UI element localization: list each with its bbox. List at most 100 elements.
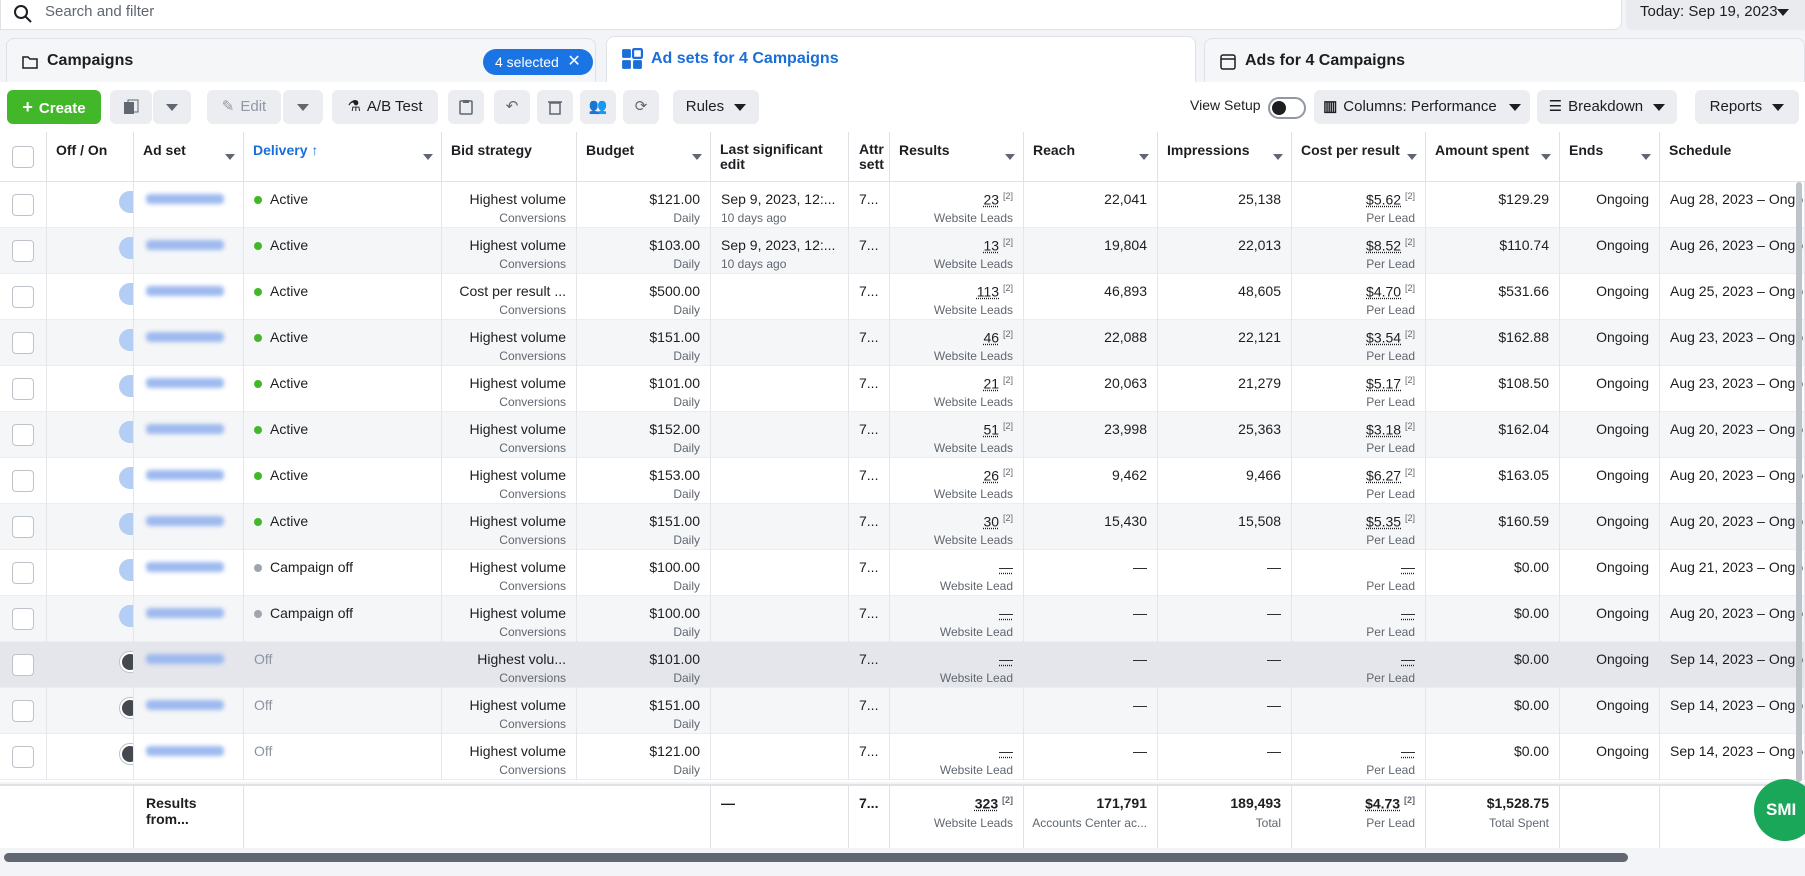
audience-button[interactable]: 👥 bbox=[580, 90, 616, 124]
adset-name-redacted[interactable] bbox=[146, 194, 224, 204]
cpr-value[interactable]: $4.70 bbox=[1366, 284, 1401, 300]
rules-button[interactable]: Rules bbox=[673, 90, 759, 124]
row-checkbox[interactable] bbox=[12, 654, 34, 676]
adset-name-redacted[interactable] bbox=[146, 608, 224, 618]
horizontal-scrollbar[interactable] bbox=[0, 848, 1805, 876]
cpr-value[interactable]: $3.54 bbox=[1366, 330, 1401, 346]
preview-button[interactable]: ⟳ bbox=[623, 90, 659, 124]
adset-name-redacted[interactable] bbox=[146, 654, 224, 664]
cpr-value[interactable]: $3.18 bbox=[1366, 422, 1401, 438]
status-toggle[interactable] bbox=[119, 605, 134, 627]
col-attr[interactable]: Attr sett bbox=[849, 132, 890, 182]
row-checkbox[interactable] bbox=[12, 240, 34, 262]
table-row[interactable]: Active Highest volume Conversions $151.00 Da… bbox=[0, 504, 1805, 550]
reports-button[interactable]: Reports bbox=[1695, 90, 1799, 124]
col-adset[interactable]: Ad set bbox=[134, 132, 244, 182]
col-schedule[interactable]: Schedule bbox=[1660, 132, 1805, 182]
adset-name-redacted[interactable] bbox=[146, 470, 224, 480]
adset-name-redacted[interactable] bbox=[146, 240, 224, 250]
results-value[interactable]: — bbox=[999, 605, 1013, 621]
vertical-scrollbar[interactable] bbox=[1796, 182, 1802, 782]
col-cpr[interactable]: Cost per result bbox=[1292, 132, 1426, 182]
status-toggle[interactable] bbox=[119, 467, 134, 489]
col-offon[interactable]: Off / On bbox=[47, 132, 134, 182]
tab-adsets[interactable]: Ad sets for 4 Campaigns bbox=[606, 36, 1196, 82]
table-row[interactable]: Active Highest volume Conversions $101.00 Da… bbox=[0, 366, 1805, 412]
search-bar[interactable]: Search and filter bbox=[0, 0, 1622, 30]
cpr-value[interactable]: $5.62 bbox=[1366, 192, 1401, 208]
tab-ads[interactable]: Ads for 4 Campaigns bbox=[1204, 38, 1805, 82]
adset-name-redacted[interactable] bbox=[146, 378, 224, 388]
results-value[interactable]: 13 bbox=[984, 238, 1000, 254]
table-row[interactable]: Campaign off Highest volume Conversions $10… bbox=[0, 550, 1805, 596]
delete-button[interactable] bbox=[537, 90, 573, 124]
cpr-value[interactable]: $5.35 bbox=[1366, 514, 1401, 530]
ab-test-button[interactable]: ⚗ A/B Test bbox=[332, 90, 438, 124]
create-button[interactable]: + Create bbox=[7, 90, 101, 124]
clipboard-button[interactable] bbox=[448, 90, 484, 124]
undo-button[interactable]: ↶ bbox=[494, 90, 530, 124]
row-checkbox[interactable] bbox=[12, 332, 34, 354]
results-value[interactable]: 21 bbox=[984, 376, 1000, 392]
status-toggle[interactable] bbox=[119, 237, 134, 259]
status-toggle[interactable] bbox=[119, 513, 134, 535]
col-bid[interactable]: Bid strategy bbox=[442, 132, 577, 182]
results-value[interactable]: — bbox=[999, 743, 1013, 759]
close-icon[interactable]: ✕ bbox=[567, 49, 580, 75]
table-row[interactable]: Off Highest volume Conversions $151.00 Daily… bbox=[0, 688, 1805, 734]
cpr-value[interactable]: $6.27 bbox=[1366, 468, 1401, 484]
col-spent[interactable]: Amount spent bbox=[1426, 132, 1560, 182]
edit-button[interactable]: ✎ Edit bbox=[207, 90, 281, 124]
status-toggle[interactable] bbox=[119, 697, 134, 719]
status-toggle[interactable] bbox=[119, 559, 134, 581]
results-value[interactable]: — bbox=[999, 651, 1013, 667]
results-value[interactable]: — bbox=[999, 559, 1013, 575]
table-row[interactable]: Active Highest volume Conversions $153.00 Da… bbox=[0, 458, 1805, 504]
cpr-value[interactable]: — bbox=[1401, 743, 1415, 759]
table-row[interactable]: Active Highest volume Conversions $103.00 Da… bbox=[0, 228, 1805, 274]
results-value[interactable]: 23 bbox=[984, 192, 1000, 208]
status-toggle[interactable] bbox=[119, 283, 134, 305]
row-checkbox[interactable] bbox=[12, 562, 34, 584]
results-value[interactable]: 46 bbox=[984, 330, 1000, 346]
table-row[interactable]: Campaign off Highest volume Conversions $10… bbox=[0, 596, 1805, 642]
status-toggle[interactable] bbox=[119, 191, 134, 213]
status-toggle[interactable] bbox=[119, 329, 134, 351]
adset-name-redacted[interactable] bbox=[146, 562, 224, 572]
status-toggle[interactable] bbox=[119, 375, 134, 397]
select-all-checkbox[interactable] bbox=[12, 146, 34, 168]
cpr-value[interactable]: — bbox=[1401, 559, 1415, 575]
table-row[interactable]: Off Highest volu... Conversions $101.00 Dail… bbox=[0, 642, 1805, 688]
col-results[interactable]: Results bbox=[890, 132, 1024, 182]
row-checkbox[interactable] bbox=[12, 378, 34, 400]
results-value[interactable]: 51 bbox=[984, 422, 1000, 438]
status-toggle[interactable] bbox=[119, 421, 134, 443]
col-lastedit[interactable]: Last significant edit bbox=[711, 132, 849, 182]
status-toggle[interactable] bbox=[119, 743, 134, 765]
adset-name-redacted[interactable] bbox=[146, 424, 224, 434]
duplicate-button[interactable] bbox=[110, 90, 152, 124]
cpr-value[interactable]: $8.52 bbox=[1366, 238, 1401, 254]
adset-name-redacted[interactable] bbox=[146, 286, 224, 296]
col-delivery[interactable]: Delivery ↑ bbox=[244, 132, 442, 182]
table-row[interactable]: Active Cost per result ... Conversions $500… bbox=[0, 274, 1805, 320]
view-setup-toggle[interactable] bbox=[1268, 97, 1306, 119]
duplicate-dropdown[interactable] bbox=[153, 90, 191, 124]
col-budget[interactable]: Budget bbox=[577, 132, 711, 182]
adset-name-redacted[interactable] bbox=[146, 332, 224, 342]
tab-campaigns[interactable]: Campaigns 4 selected ✕ bbox=[6, 38, 596, 82]
row-checkbox[interactable] bbox=[12, 608, 34, 630]
results-value[interactable]: 113 bbox=[977, 284, 999, 300]
results-value[interactable]: 26 bbox=[984, 468, 1000, 484]
adset-name-redacted[interactable] bbox=[146, 516, 224, 526]
date-picker[interactable]: Today: Sep 19, 2023 bbox=[1626, 0, 1805, 30]
row-checkbox[interactable] bbox=[12, 286, 34, 308]
col-ends[interactable]: Ends bbox=[1560, 132, 1660, 182]
table-row[interactable]: Active Highest volume Conversions $121.00 Da… bbox=[0, 182, 1805, 228]
cpr-value[interactable]: — bbox=[1401, 605, 1415, 621]
selected-badge[interactable]: 4 selected ✕ bbox=[483, 49, 593, 75]
table-row[interactable]: Active Highest volume Conversions $152.00 Da… bbox=[0, 412, 1805, 458]
adset-name-redacted[interactable] bbox=[146, 746, 224, 756]
row-checkbox[interactable] bbox=[12, 700, 34, 722]
cpr-value[interactable]: — bbox=[1401, 651, 1415, 667]
